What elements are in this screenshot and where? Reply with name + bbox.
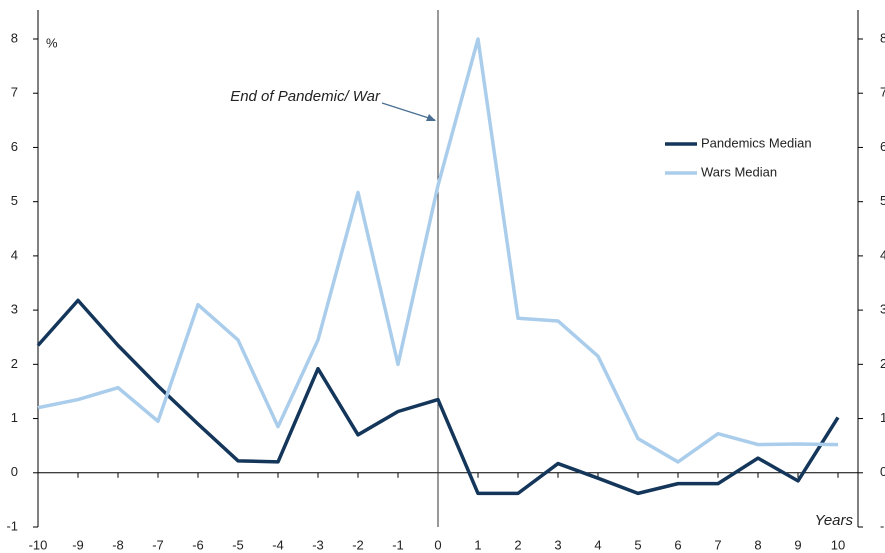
y-tick-label: 2 — [11, 356, 18, 371]
y2-tick-label: 8 — [880, 30, 885, 45]
x-tick-label: -10 — [29, 537, 48, 552]
y2-tick-label: 4 — [880, 247, 885, 262]
x-tick-label: -8 — [112, 537, 124, 552]
x-tick-label: 8 — [754, 537, 761, 552]
y2-tick-label: 3 — [880, 302, 885, 317]
y2-tick-label: 2 — [880, 356, 885, 371]
y-tick-label: 3 — [11, 302, 18, 317]
y-tick-label: 4 — [11, 247, 18, 262]
x-tick-label: -3 — [312, 537, 324, 552]
y-tick-label: 0 — [11, 464, 18, 479]
x-tick-label: -7 — [152, 537, 164, 552]
y-axis-label: % — [46, 35, 58, 50]
y2-tick-label: 1 — [880, 410, 885, 425]
x-tick-label: -2 — [352, 537, 364, 552]
x-tick-label: 10 — [831, 537, 845, 552]
y-tick-label: 1 — [11, 410, 18, 425]
y-tick-label: -1 — [6, 518, 18, 533]
y2-tick-label: -1 — [880, 518, 885, 533]
x-tick-label: 9 — [794, 537, 801, 552]
legend-label: Wars Median — [701, 164, 777, 179]
x-axis-label: Years — [815, 512, 854, 529]
x-tick-label: -5 — [232, 537, 244, 552]
x-tick-label: 6 — [674, 537, 681, 552]
x-tick-label: -4 — [272, 537, 284, 552]
y2-tick-label: 6 — [880, 139, 885, 154]
series-line — [37, 37, 839, 464]
x-tick-label: 5 — [634, 537, 641, 552]
y-tick-label: 7 — [11, 85, 18, 100]
y-tick-label: 6 — [11, 139, 18, 154]
x-tick-label: -1 — [392, 537, 404, 552]
x-tick-label: 2 — [514, 537, 521, 552]
x-tick-label: 1 — [474, 537, 481, 552]
x-tick-label: 4 — [594, 537, 601, 552]
series-line — [36, 298, 840, 496]
annotation: End of Pandemic/ War — [230, 88, 381, 105]
legend-label: Pandemics Median — [701, 135, 812, 150]
y2-tick-label: 5 — [880, 193, 885, 208]
x-tick-label: 0 — [434, 537, 441, 552]
annotation-arrowhead — [426, 114, 436, 121]
y-tick-label: 5 — [11, 193, 18, 208]
x-tick-label: 7 — [714, 537, 721, 552]
x-tick-label: 3 — [554, 537, 561, 552]
y-tick-label: 8 — [11, 30, 18, 45]
annotation-arrow — [381, 102, 436, 121]
y2-tick-label: 0 — [880, 464, 885, 479]
x-tick-label: -9 — [72, 537, 84, 552]
y2-tick-label: 7 — [880, 85, 885, 100]
x-tick-label: -6 — [192, 537, 204, 552]
